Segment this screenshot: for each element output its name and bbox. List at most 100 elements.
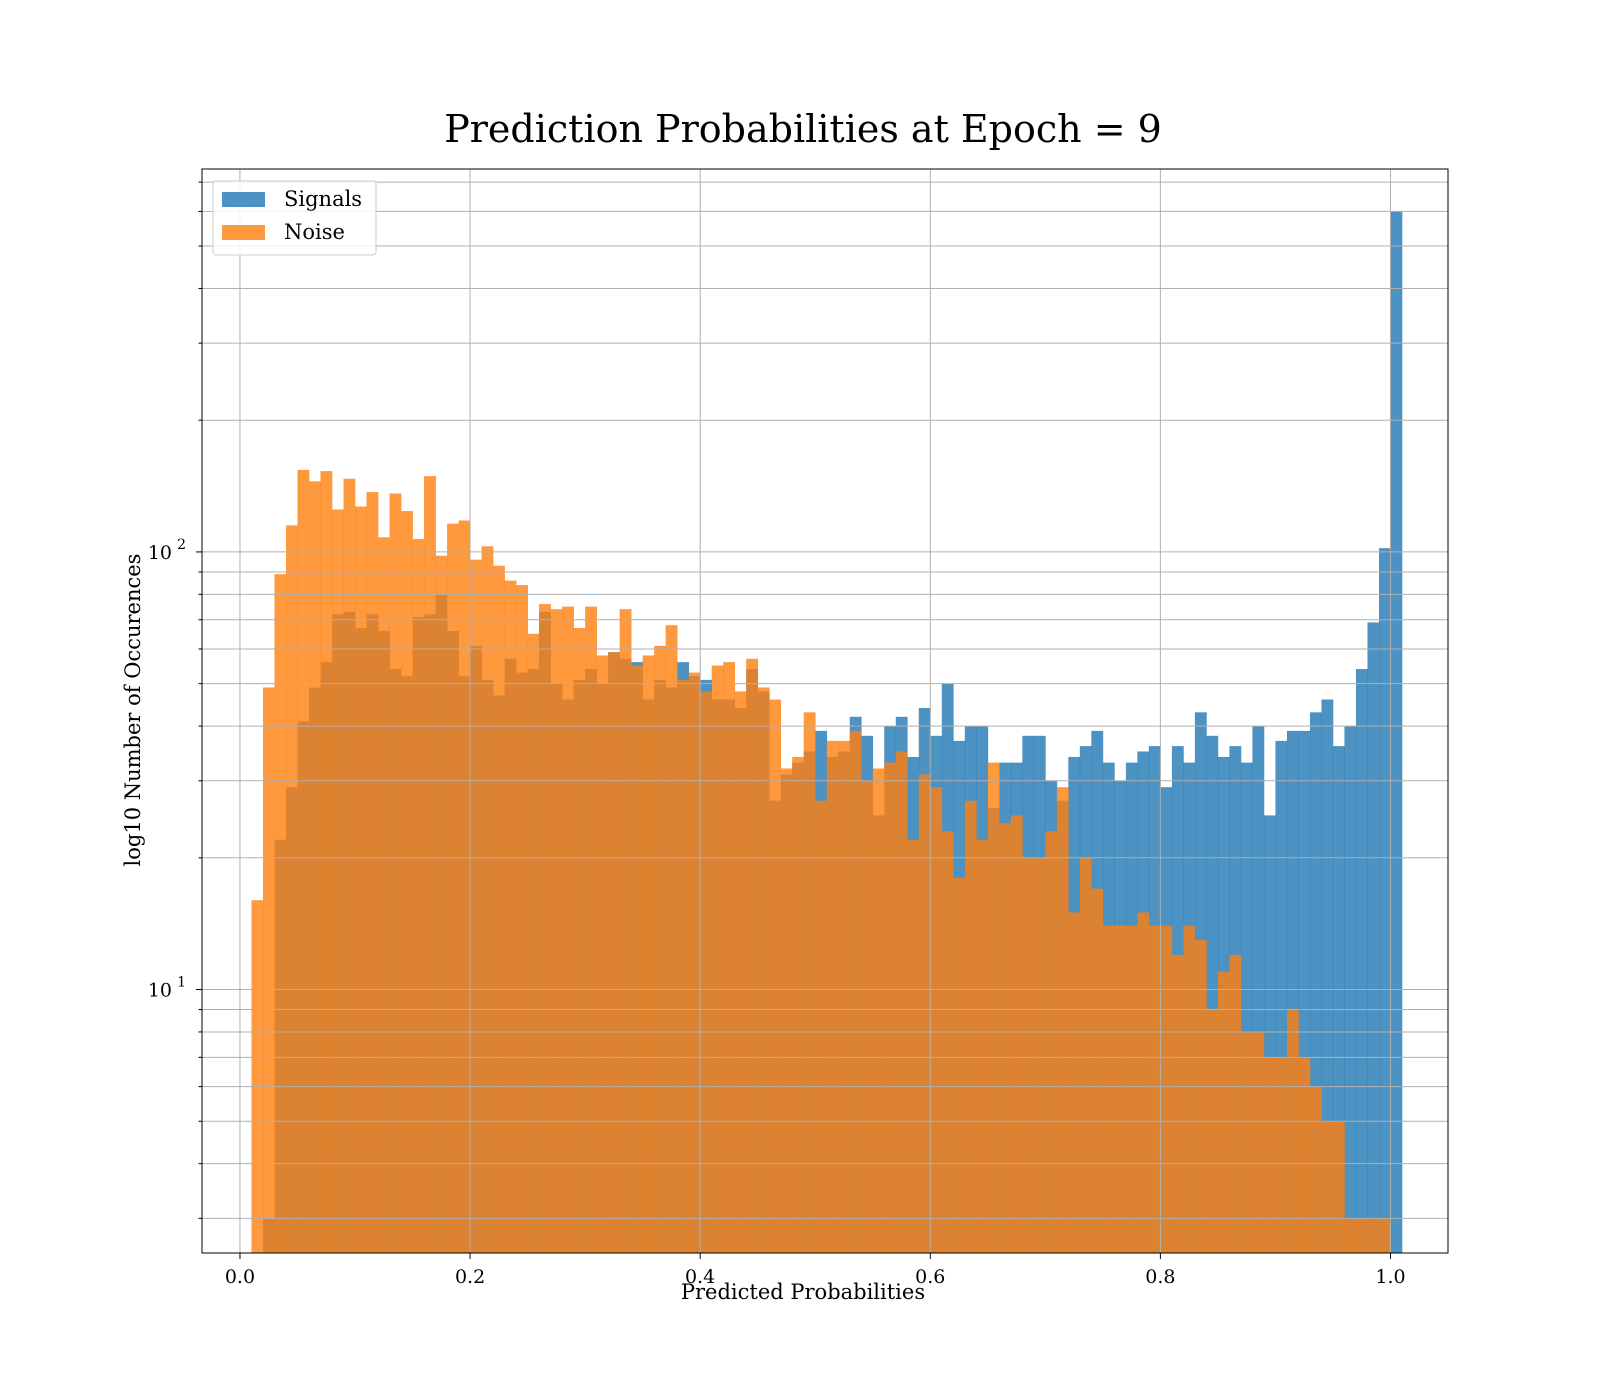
y-tick-label: 10 [148, 980, 172, 1002]
bar-noise [1206, 1009, 1219, 1253]
bar-noise [1378, 1218, 1391, 1253]
bar-noise [573, 628, 586, 1253]
chart-title: Prediction Probabilities at Epoch = 9 [444, 107, 1162, 151]
legend-swatch-signals [222, 192, 265, 207]
y-axis: 10 1 10 2 [148, 181, 202, 1219]
bar-noise [734, 691, 747, 1253]
bar-noise [274, 574, 287, 1253]
y-tick-exponent: 1 [177, 975, 186, 991]
bar-noise [389, 493, 402, 1253]
bar-noise [1263, 1057, 1276, 1253]
bar-noise [1033, 857, 1046, 1253]
bar-noise [815, 800, 828, 1253]
legend-swatch-noise [222, 225, 265, 240]
bar-noise [493, 565, 505, 1253]
bar-noise [987, 762, 1000, 1253]
bar-noise [1068, 912, 1081, 1253]
bar-noise [447, 523, 459, 1253]
bar-signals [1309, 712, 1322, 1253]
bar-noise [872, 768, 885, 1253]
bar-noise [458, 520, 471, 1253]
bar-noise [803, 712, 816, 1253]
bar-noise [964, 800, 977, 1253]
y-axis-label: log10 Number of Occurences [121, 554, 145, 867]
bar-signals [1367, 622, 1380, 1253]
x-tick-label: 1.0 [1375, 1266, 1405, 1288]
bar-noise [631, 665, 643, 1253]
bar-noise [262, 687, 275, 1253]
bar-noise [320, 471, 333, 1253]
bar-noise [424, 476, 436, 1253]
bar-noise [285, 525, 298, 1253]
bar-signals [1263, 815, 1276, 1253]
bar-noise [1367, 1218, 1380, 1253]
x-axis: 0.0 0.2 0.4 0.6 0.8 1.0 [225, 1253, 1406, 1288]
bar-signals [1275, 740, 1288, 1253]
bar-signals [1321, 699, 1334, 1253]
bar-noise [700, 691, 713, 1253]
bar-noise [780, 768, 793, 1253]
bar-noise [930, 787, 943, 1253]
bar-noise [999, 823, 1012, 1253]
bar-noise [1148, 925, 1161, 1253]
bar-noise [918, 774, 931, 1253]
bar-noise [619, 609, 632, 1253]
bar-noise [1355, 1218, 1368, 1253]
bar-noise [1171, 954, 1184, 1253]
bar-noise [1056, 787, 1069, 1253]
x-tick-label: 0.6 [915, 1266, 945, 1288]
bar-noise [688, 672, 701, 1253]
bar-noise [378, 537, 390, 1253]
bar-signals [1298, 730, 1311, 1253]
bar-noise [516, 585, 528, 1253]
bar-noise [1240, 1031, 1253, 1253]
bar-noise [504, 580, 517, 1253]
bar-noise [861, 780, 874, 1253]
bar-signals [1355, 669, 1368, 1253]
bar-noise [1114, 925, 1127, 1253]
bar-noise [677, 679, 690, 1253]
legend-label-signals: Signals [284, 187, 362, 211]
bar-noise [711, 665, 724, 1253]
bar-noise [470, 559, 482, 1253]
bar-noise [297, 469, 310, 1253]
bar-noise [1321, 1121, 1334, 1253]
bar-noise [757, 687, 770, 1253]
bar-noise [884, 762, 897, 1253]
bar-noise [1252, 1031, 1265, 1253]
bar-noise [769, 699, 782, 1253]
bar-noise [1091, 888, 1104, 1253]
bar-noise [907, 839, 920, 1253]
bar-signals [1378, 548, 1391, 1253]
bar-noise [1125, 925, 1138, 1253]
bar-noise [642, 655, 655, 1253]
bar-noise [596, 655, 609, 1253]
bar-noise [1160, 925, 1173, 1253]
bar-noise [895, 751, 908, 1253]
bar-noise [1022, 857, 1035, 1253]
bar-signals [1206, 735, 1219, 1253]
bar-signals [1390, 211, 1403, 1253]
bar-noise [1229, 954, 1242, 1253]
bar-noise [401, 511, 413, 1253]
bar-noise [608, 652, 620, 1253]
bar-noise [1079, 857, 1092, 1253]
x-axis-label: Predicted Probabilities [681, 1280, 925, 1304]
y-tick-label: 10 [148, 542, 172, 564]
bar-noise [355, 506, 367, 1253]
bar-signals [1286, 730, 1299, 1253]
bar-noise [1183, 925, 1196, 1253]
bar-noise [1137, 912, 1150, 1253]
plot-frame [201, 168, 1449, 1254]
bar-noise [849, 730, 862, 1253]
bar-noise [585, 606, 597, 1253]
bar-noise [251, 900, 264, 1253]
bar-noise [1010, 815, 1023, 1253]
bar-noise [366, 492, 379, 1254]
series-noise [251, 469, 1391, 1254]
bar-noise [1275, 1057, 1288, 1253]
bar-noise [343, 478, 356, 1254]
bar-noise [550, 609, 563, 1253]
bar-noise [1298, 1057, 1311, 1253]
